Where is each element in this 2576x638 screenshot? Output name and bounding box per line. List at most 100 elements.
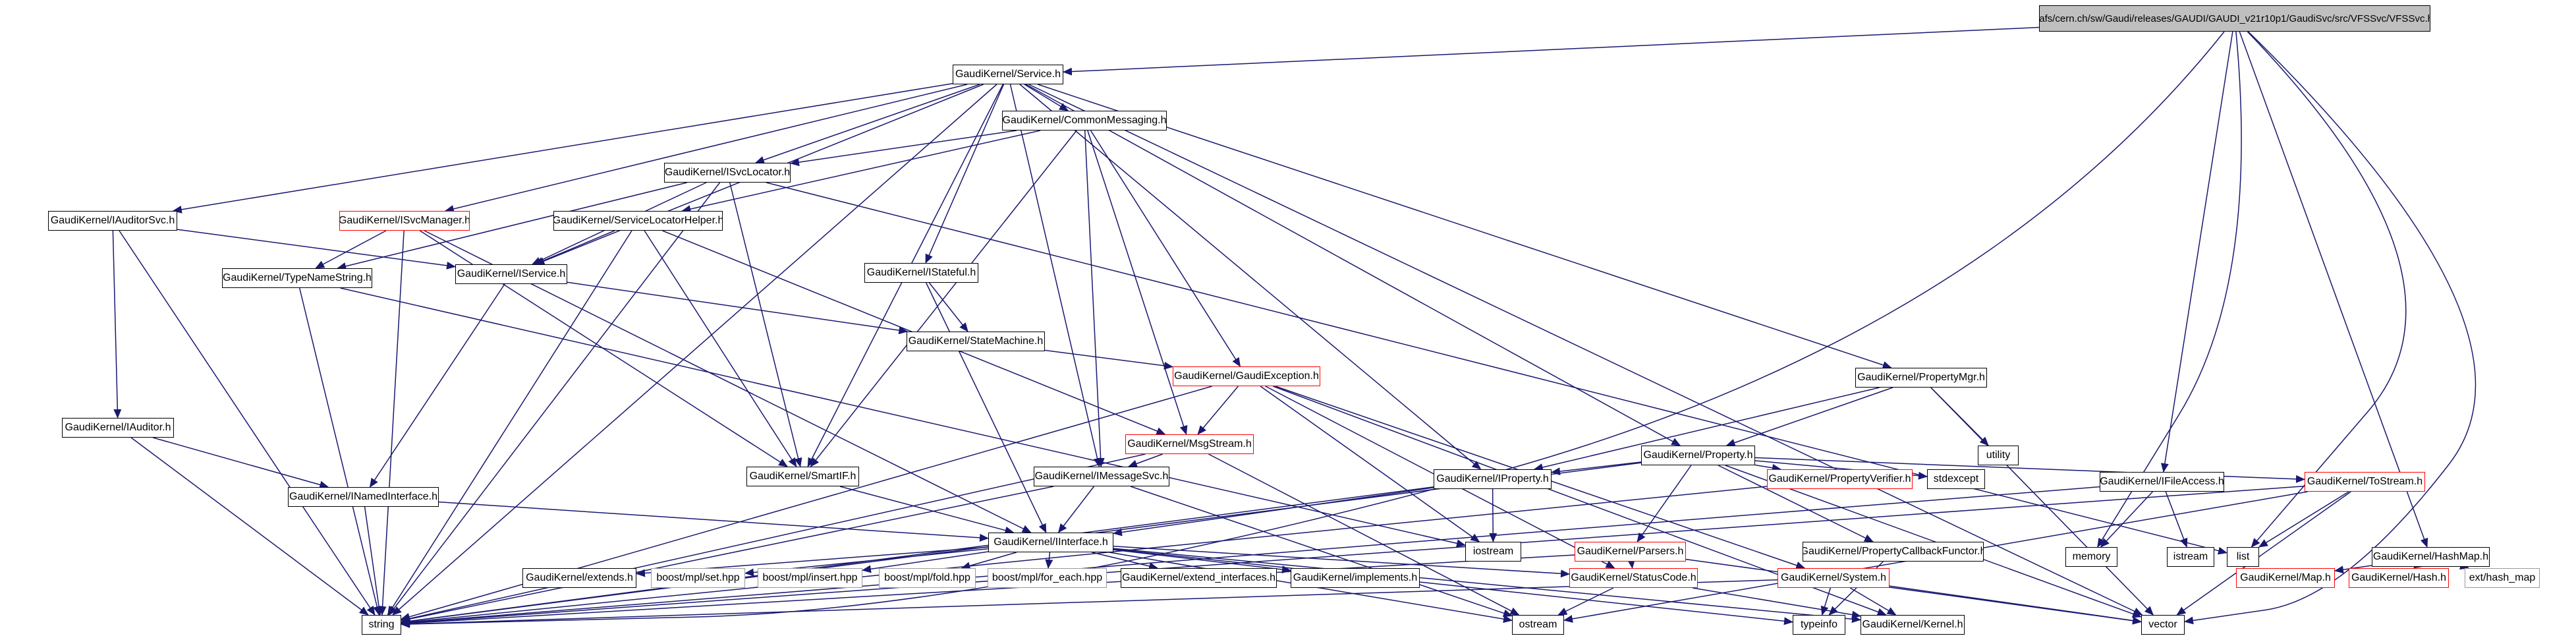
graph-node-iauditorsvc[interactable]: GaudiKernel/IAuditorSvc.h	[48, 211, 177, 231]
include-edge-iinterface-to-typeinfo	[1113, 548, 1793, 625]
graph-node-smartif[interactable]: GaudiKernel/SmartIF.h	[746, 467, 859, 486]
include-edge-isvclocator-to-smartif	[729, 182, 802, 467]
include-edge-propertymgr-to-vector	[1930, 387, 2154, 616]
include-edge-common_messaging-to-imessagesvc	[1084, 130, 1105, 467]
include-edge-iauditor-to-string	[130, 437, 369, 616]
graph-node-mpl_foreach[interactable]: boost/mpl/for_each.hpp	[988, 568, 1107, 588]
include-edge-common_messaging-to-smartif	[810, 130, 1077, 467]
include-edge-istateful-to-statemachine	[928, 282, 968, 332]
graph-node-mpl_insert[interactable]: boost/mpl/insert.hpp	[758, 568, 862, 588]
include-edge-tostream-to-list	[2258, 491, 2349, 548]
include-edge-statemachine-to-gaudiexception	[1044, 349, 1173, 370]
include-edge-isvcmanager-to-typenamestring	[315, 230, 387, 269]
include-edge-iinterface-to-kernel	[1113, 548, 1861, 624]
graph-node-system[interactable]: GaudiKernel/System.h	[1778, 568, 1890, 588]
graph-node-service[interactable]: GaudiKernel/Service.h	[953, 65, 1063, 84]
graph-node-iostream[interactable]: iostream	[1465, 542, 1521, 562]
graph-node-tostream[interactable]: GaudiKernel/ToStream.h	[2305, 472, 2425, 492]
graph-node-iauditor[interactable]: GaudiKernel/IAuditor.h	[62, 418, 174, 438]
include-edge-system-to-vector	[1889, 585, 2142, 625]
include-edge-iauditorsvc-to-iservice	[177, 229, 456, 270]
graph-node-utility[interactable]: utility	[1978, 446, 2019, 465]
graph-node-inamedinterface[interactable]: GaudiKernel/INamedInterface.h	[288, 487, 439, 507]
graph-node-ext_hash_map[interactable]: ext/hash_map	[2465, 568, 2540, 588]
include-edge-system-to-typeinfo	[1820, 587, 1832, 616]
include-edge-gaudiexception-to-iostream	[1260, 386, 1480, 542]
graph-node-iproperty[interactable]: GaudiKernel/IProperty.h	[1434, 469, 1552, 489]
graph-node-list[interactable]: list	[2227, 547, 2259, 567]
include-edge-msgstream-to-imessagesvc	[1127, 453, 1163, 468]
graph-node-hashmap[interactable]: GaudiKernel/HashMap.h	[2372, 547, 2490, 567]
graph-node-map[interactable]: GaudiKernel/Map.h	[2236, 568, 2335, 588]
graph-node-iinterface[interactable]: GaudiKernel/IInterface.h	[988, 533, 1113, 552]
graph-node-statemachine[interactable]: GaudiKernel/StateMachine.h	[907, 332, 1045, 351]
include-edge-ifileaccess-to-memory	[2100, 491, 2153, 548]
include-edge-common_messaging-to-isvclocator	[790, 130, 1017, 167]
graph-node-iservice[interactable]: GaudiKernel/IService.h	[455, 264, 567, 284]
graph-node-imessagesvc[interactable]: GaudiKernel/IMessageSvc.h	[1034, 467, 1169, 486]
include-edge-common_messaging-to-msgstream	[1087, 130, 1188, 435]
graph-node-ifileaccess[interactable]: GaudiKernel/IFileAccess.h	[2100, 472, 2224, 492]
graph-node-propertyverifier[interactable]: GaudiKernel/PropertyVerifier.h	[1767, 469, 1913, 489]
include-edge-imessagesvc-to-string	[401, 486, 1054, 624]
graph-node-pcf[interactable]: GaudiKernel/PropertyCallbackFunctor.h	[1803, 542, 1984, 562]
graph-node-parsers[interactable]: GaudiKernel/Parsers.h	[1575, 542, 1686, 562]
graph-node-mpl_set[interactable]: boost/mpl/set.hpp	[651, 568, 745, 588]
include-edge-inamedinterface-to-string	[364, 506, 383, 616]
include-edge-iinterface-to-extend_interfaces	[1092, 552, 1159, 570]
graph-node-typeinfo[interactable]: typeinfo	[1793, 615, 1845, 635]
include-edge-istateful-to-iinterface	[926, 282, 1047, 533]
graph-node-vector[interactable]: vector	[2141, 615, 2185, 635]
include-edge-iinterface-to-statuscode	[1113, 546, 1570, 578]
graph-node-isvcmanager[interactable]: GaudiKernel/ISvcManager.h	[339, 211, 470, 231]
include-edge-property-to-propertyverifier	[1754, 463, 1781, 472]
include-edge-service-to-isvcmanager	[444, 84, 968, 213]
include-edge-root-to-hashmap	[2239, 31, 2428, 548]
include-edge-iauditorsvc-to-iauditor	[112, 230, 122, 419]
include-edge-isvclocator-to-list	[766, 182, 2227, 555]
graph-node-isvclocator[interactable]: GaudiKernel/ISvcLocator.h	[664, 163, 791, 183]
include-edge-root-to-service	[1063, 26, 2040, 76]
include-edge-hashmap-to-ext_hash_map	[2459, 562, 2470, 570]
graph-node-implements[interactable]: GaudiKernel/implements.h	[1291, 568, 1420, 588]
graph-node-common_messaging[interactable]: GaudiKernel/CommonMessaging.h	[1002, 111, 1167, 130]
include-edge-propertymgr-to-property	[1725, 387, 1893, 447]
include-edge-service-to-vector	[1028, 84, 2143, 616]
graph-node-gaudiexception[interactable]: GaudiKernel/GaudiException.h	[1173, 366, 1320, 386]
include-edge-smartif-to-iinterface	[839, 486, 1015, 535]
include-edge-isvcmanager-to-string	[378, 230, 405, 616]
include-edge-slh-to-smartif	[644, 230, 797, 467]
graph-node-stdexcept[interactable]: stdexcept	[1927, 469, 1985, 489]
include-edge-msgstream-to-string	[401, 453, 1146, 623]
graph-node-propertymgr[interactable]: GaudiKernel/PropertyMgr.h	[1855, 368, 1987, 388]
graph-node-istateful[interactable]: GaudiKernel/IStateful.h	[864, 263, 978, 283]
include-edge-root-to-ifileaccess	[2160, 31, 2233, 473]
include-edge-iinterface-to-implements	[1113, 549, 1291, 573]
graph-node-ostream[interactable]: ostream	[1512, 615, 1564, 635]
include-edge-common_messaging-to-slh	[681, 130, 1041, 214]
include-edge-iservice-to-statemachine	[567, 281, 909, 335]
graph-node-typenamestring[interactable]: GaudiKernel/TypeNameString.h	[222, 268, 372, 288]
graph-node-memory[interactable]: memory	[2065, 547, 2117, 567]
graph-node-kernel[interactable]: GaudiKernel/Kernel.h	[1861, 615, 1965, 635]
graph-node-extend_interfaces[interactable]: GaudiKernel/extend_interfaces.h	[1121, 568, 1277, 588]
include-edge-service-to-propertymgr	[1037, 84, 1892, 369]
include-edge-tostream-to-vector	[2176, 491, 2351, 616]
graph-node-msgstream[interactable]: GaudiKernel/MsgStream.h	[1125, 434, 1254, 454]
include-edge-tostream-to-string	[401, 485, 2305, 627]
graph-node-statuscode[interactable]: GaudiKernel/StatusCode.h	[1569, 568, 1698, 588]
graph-node-slh[interactable]: GaudiKernel/ServiceLocatorHelper.h	[553, 211, 723, 231]
graph-node-extends[interactable]: GaudiKernel/extends.h	[522, 568, 636, 588]
include-edge-propertymgr-to-iproperty	[1533, 387, 1880, 471]
include-edge-isvclocator-to-typenamestring	[337, 182, 687, 270]
include-edge-root-to-list	[2247, 31, 2407, 548]
graph-node-istream[interactable]: istream	[2167, 547, 2214, 567]
graph-node-string[interactable]: string	[362, 615, 401, 635]
graph-node-mpl_fold[interactable]: boost/mpl/fold.hpp	[879, 568, 976, 588]
include-edge-service-to-common_messaging	[1024, 84, 1069, 111]
graph-node-hash[interactable]: GaudiKernel/Hash.h	[2349, 568, 2449, 588]
graph-node-property[interactable]: GaudiKernel/Property.h	[1641, 446, 1755, 465]
include-edge-inamedinterface-to-iinterface	[438, 501, 989, 542]
